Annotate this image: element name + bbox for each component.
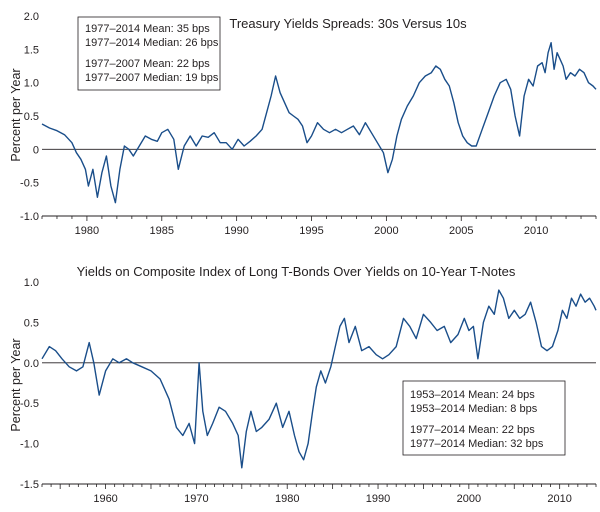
chart-top-y-axis-label: Percent per Year [9, 68, 23, 161]
chart-bottom-x-tick-label: 1980 [275, 493, 299, 505]
chart-top-y-tick-label: 0.5 [24, 111, 39, 123]
chart-top-stats-box: 1977–2014 Mean: 35 bps 1977–2014 Median:… [77, 16, 221, 91]
chart-top-annotation-2: 1977–2014 Median: 26 bps [85, 37, 219, 49]
chart-bottom-y-tick-label: 1.0 [24, 277, 39, 289]
chart-top-y-tick-label: -0.5 [20, 178, 39, 190]
chart-top-y-tick-label: 0 [33, 144, 39, 156]
chart-top-x-tick-label: 1995 [299, 225, 323, 237]
chart-bottom-annotation-3: 1977–2014 Mean: 22 bps [410, 424, 535, 436]
chart-bottom-y-tick-label: -0.5 [20, 398, 39, 410]
chart-bottom-x-tick-label: 1960 [93, 493, 117, 505]
chart-bottom-y-tick-label: 0.0 [24, 358, 39, 370]
chart-bottom-x-ticks: 1960 1970 1980 1990 2000 2010 [41, 484, 597, 505]
chart-top-annotation-3: 1977–2007 Mean: 22 bps [85, 58, 210, 70]
chart-top-y-tick-label: 1.5 [24, 44, 39, 56]
chart-top-x-ticks: 1980 1985 1990 1995 2000 2005 2010 [41, 216, 597, 237]
chart-top-y-ticks: 2.0 1.5 1.0 0.5 0 -0.5 -1.0 [20, 11, 39, 223]
chart-bottom-series-line [41, 289, 597, 469]
chart-top-stats-box-frame [77, 16, 221, 91]
chart-bottom-y-tick-label: 0.5 [24, 317, 39, 329]
chart-bottom-x-tick-label: 1970 [184, 493, 208, 505]
chart-top-series-line [41, 42, 597, 204]
chart-top-x-tick-label: 1980 [75, 225, 99, 237]
chart-top-title: Treasury Yields Spreads: 30s Versus 10s [229, 16, 467, 31]
chart-top-x-tick-label: 2000 [374, 225, 398, 237]
chart-bottom-stats-box-frame [402, 380, 566, 456]
chart-bottom-annotation-4: 1977–2014 Median: 32 bps [410, 438, 544, 450]
chart-bottom-y-ticks: 1.0 0.5 0.0 -0.5 -1.0 -1.5 [20, 277, 39, 491]
chart-bottom-y-tick-label: -1.5 [20, 479, 39, 491]
chart-bottom-y-axis-label: Percent per Year [9, 338, 23, 431]
chart-top-y-tick-label: -1.0 [20, 211, 39, 223]
chart-bottom-annotation-1: 1953–2014 Mean: 24 bps [410, 389, 535, 401]
chart-bottom-x-tick-label: 1990 [366, 493, 390, 505]
chart-top-annotation-1: 1977–2014 Mean: 35 bps [85, 23, 210, 35]
chart-top-y-tick-label: 1.0 [24, 78, 39, 90]
chart-top-x-tick-label: 1985 [150, 225, 174, 237]
chart-top-x-tick-label: 2005 [449, 225, 473, 237]
chart-top-x-tick-label: 2010 [524, 225, 548, 237]
chart-top-y-tick-label: 2.0 [24, 11, 39, 23]
chart-bottom-annotation-2: 1953–2014 Median: 8 bps [410, 403, 538, 415]
chart-bottom-x-tick-label: 2010 [547, 493, 571, 505]
chart-bottom-title: Yields on Composite Index of Long T-Bond… [77, 264, 516, 279]
chart-bottom-stats-box: 1953–2014 Mean: 24 bps 1953–2014 Median:… [402, 380, 566, 456]
chart-top-x-tick-label: 1990 [224, 225, 248, 237]
chart-bottom-x-tick-label: 2000 [457, 493, 481, 505]
chart-top-treasury-spreads: Percent per Year Treasury Yields Spreads… [9, 11, 597, 237]
chart-bottom-y-tick-label: -1.0 [20, 439, 39, 451]
chart-top-annotation-4: 1977–2007 Median: 19 bps [85, 72, 219, 84]
